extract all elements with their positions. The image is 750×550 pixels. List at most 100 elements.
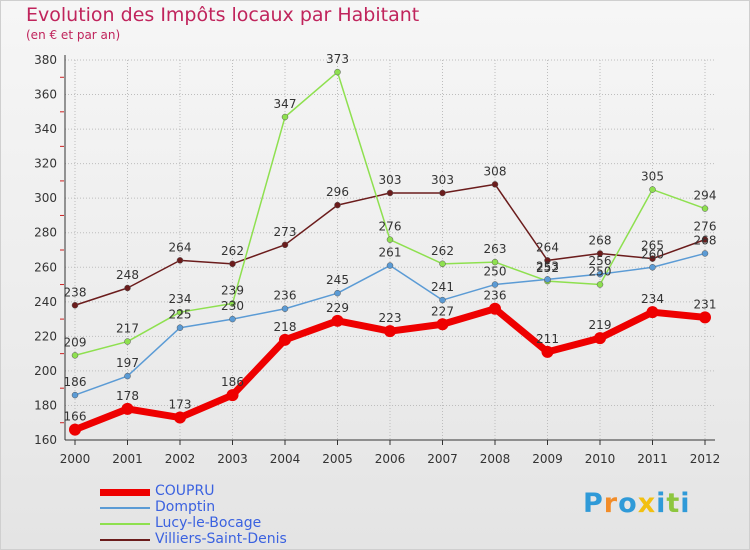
data-point: [439, 260, 446, 268]
data-label: 250: [484, 265, 507, 279]
data-label: 236: [484, 289, 507, 303]
data-point: [124, 284, 131, 292]
data-label: 373: [326, 52, 349, 66]
data-label: 256: [589, 254, 612, 268]
data-point: [331, 314, 344, 327]
data-point: [174, 411, 186, 424]
data-label: 303: [379, 173, 402, 187]
logo-letter: i: [680, 488, 691, 519]
data-label: 217: [116, 322, 139, 336]
chart-title: Evolution des Impôts locaux par Habitant: [26, 4, 420, 26]
data-point: [649, 255, 656, 262]
logo-letter: x: [637, 488, 657, 519]
data-label: 276: [379, 220, 402, 234]
data-label: 261: [379, 246, 402, 260]
data-label: 253: [536, 259, 559, 273]
data-point: [384, 325, 396, 338]
data-label: 197: [116, 356, 139, 370]
data-label: 273: [274, 225, 297, 239]
y-tick-label: 340: [34, 122, 57, 136]
legend-swatch: [100, 488, 150, 496]
data-point: [229, 315, 236, 323]
data-label: 219: [589, 318, 612, 332]
logo-letter: o: [618, 488, 638, 519]
data-point: [226, 389, 239, 402]
data-point: [544, 257, 551, 264]
data-label: 308: [484, 164, 507, 178]
data-point: [439, 189, 446, 197]
data-point: [594, 332, 606, 345]
data-label: 223: [379, 311, 402, 325]
data-point: [439, 296, 446, 304]
data-label: 218: [274, 320, 297, 334]
data-label: 347: [274, 97, 297, 111]
data-point: [124, 372, 131, 380]
x-tick-label: 2003: [217, 452, 248, 466]
data-label: 303: [431, 173, 454, 187]
y-tick-label: 240: [34, 295, 57, 309]
data-point: [386, 189, 394, 197]
data-label: 264: [536, 240, 559, 254]
data-point: [491, 281, 499, 288]
x-tick-label: 2001: [112, 452, 143, 466]
y-tick-label: 320: [34, 157, 57, 171]
data-label: 230: [221, 299, 244, 313]
x-tick-label: 2005: [322, 452, 353, 466]
x-tick-label: 2006: [375, 452, 406, 466]
y-tick-label: 160: [34, 433, 57, 447]
data-point: [229, 300, 236, 307]
data-label: 250: [589, 265, 612, 279]
data-label: 229: [326, 301, 349, 315]
proxiti-logo: Proxiti: [583, 488, 691, 519]
x-tick-label: 2007: [427, 452, 458, 466]
data-label: 239: [221, 284, 244, 298]
data-label: 227: [431, 304, 454, 318]
y-tick-label: 260: [34, 260, 57, 274]
data-label: 276: [694, 220, 717, 234]
data-label: 234: [169, 292, 192, 306]
x-tick-label: 2012: [690, 452, 721, 466]
data-label: 262: [431, 244, 454, 258]
data-point: [229, 260, 236, 268]
data-point: [649, 264, 656, 271]
data-point: [544, 276, 551, 283]
y-tick-label: 300: [34, 191, 57, 205]
logo-letter: t: [666, 488, 681, 519]
data-point: [701, 250, 709, 257]
legend-label: COUPRU: [155, 483, 215, 499]
data-point: [69, 423, 81, 436]
data-label: 248: [116, 268, 139, 282]
data-point: [489, 302, 501, 315]
data-label: 211: [536, 332, 559, 346]
data-label: 252: [536, 261, 559, 275]
y-tick-label: 380: [34, 53, 57, 67]
data-point: [176, 308, 184, 316]
x-tick-label: 2010: [585, 452, 616, 466]
data-point: [386, 236, 394, 243]
data-label: 186: [64, 375, 87, 389]
data-label: 245: [326, 273, 349, 287]
data-label: 268: [694, 233, 717, 247]
logo-letter: r: [603, 488, 619, 519]
data-point: [121, 402, 134, 415]
data-point: [124, 338, 131, 345]
data-label: 209: [64, 335, 87, 349]
x-tick-label: 2011: [637, 452, 668, 466]
y-tick-label: 200: [34, 364, 57, 378]
legend-swatch: [100, 539, 150, 541]
data-label: 166: [64, 410, 87, 424]
data-label: 264: [169, 240, 192, 254]
logo-letter: i: [656, 488, 667, 519]
data-point: [596, 250, 604, 257]
y-tick-label: 220: [34, 329, 57, 343]
legend-label: Lucy-le-Bocage: [155, 515, 262, 531]
data-point: [334, 289, 341, 297]
x-tick-label: 2009: [532, 452, 563, 466]
data-label: 225: [169, 308, 192, 322]
x-tick-label: 2004: [270, 452, 301, 466]
data-label: 260: [641, 247, 664, 261]
data-label: 234: [641, 292, 664, 306]
data-label: 186: [221, 375, 244, 389]
